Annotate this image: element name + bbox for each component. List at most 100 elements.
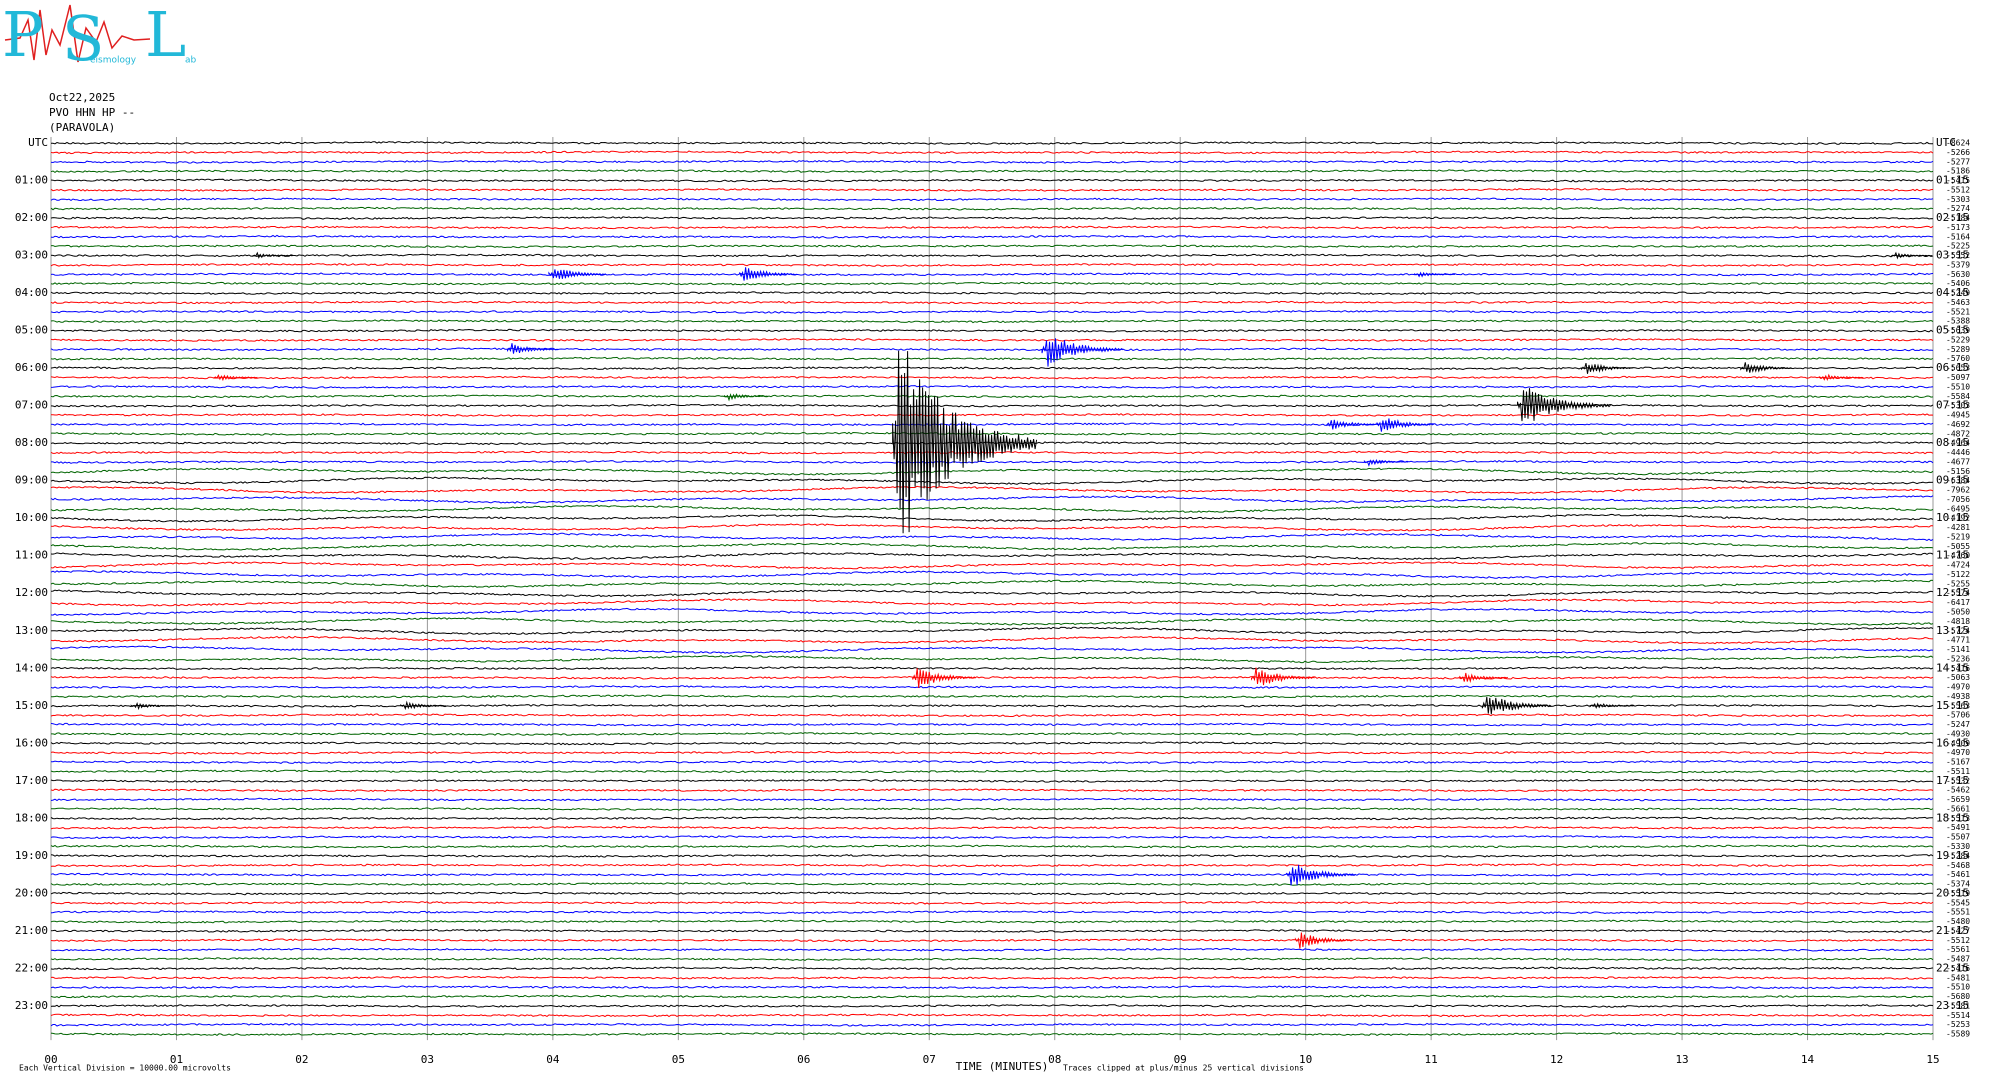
offset-label: -5388: [1946, 317, 1970, 326]
hour-label: 17:15: [1936, 774, 1969, 787]
trace: [51, 413, 1934, 417]
x-tick-label: 02: [295, 1053, 308, 1066]
trace: [50, 394, 1934, 399]
hour-label: 11:15: [1936, 549, 1969, 562]
offset-label: -6384: [1946, 476, 1970, 485]
offset-label: -5507: [1946, 833, 1970, 842]
offset-label: -4970: [1946, 683, 1970, 692]
offset-label: -5055: [1946, 542, 1970, 551]
site: (PARAVOLA): [49, 121, 115, 134]
event: [1481, 696, 1552, 715]
trace: [50, 253, 1934, 258]
hour-label: 16:15: [1936, 736, 1969, 749]
offset-label: -5164: [1946, 232, 1970, 241]
trace: [50, 722, 1934, 727]
offset-label: -5303: [1946, 195, 1970, 204]
trace: [50, 760, 1934, 765]
offset-label: -4677: [1946, 457, 1970, 466]
trace: [50, 900, 1934, 905]
trace: [50, 685, 1934, 689]
x-tick-label: 13: [1675, 1053, 1688, 1066]
hour-label: 04:00: [15, 286, 48, 299]
trace: [50, 1013, 1934, 1018]
trace: [50, 169, 1934, 174]
hour-label: 15:15: [1936, 699, 1969, 712]
hour-label: 20:15: [1936, 886, 1969, 899]
hour-label: 22:15: [1936, 961, 1969, 974]
offset-label: -5289: [1946, 345, 1970, 354]
hour-label: 14:15: [1936, 661, 1969, 674]
trace: [50, 938, 1934, 943]
trace: [50, 835, 1934, 840]
hour-label: 09:00: [15, 474, 48, 487]
trace: [50, 450, 1934, 455]
offset-label: -5510: [1946, 382, 1970, 391]
trace: [50, 310, 1934, 314]
trace: [50, 234, 1934, 239]
trace: [50, 523, 1934, 532]
trace: [50, 272, 1934, 277]
offset-label: -5510: [1946, 983, 1970, 992]
offset-label: -5480: [1946, 917, 1970, 926]
trace: [51, 732, 1934, 736]
trace: [50, 206, 1934, 211]
trace: [50, 797, 1934, 802]
hour-label: 06:00: [15, 361, 48, 374]
trace: [50, 225, 1934, 230]
offset-label: -5255: [1946, 579, 1970, 588]
offset-label: -8624: [1946, 139, 1970, 148]
event: [1286, 864, 1356, 886]
trace: [50, 422, 1934, 427]
trace: [50, 338, 1934, 342]
trace: [50, 825, 1934, 830]
offset-label: -6417: [1946, 598, 1970, 607]
trace: [50, 645, 1934, 654]
offset-label: -5184: [1946, 214, 1970, 223]
trace: [50, 985, 1934, 990]
trace: [50, 1022, 1934, 1027]
x-tick-label: 01: [170, 1053, 183, 1066]
offset-label: -5639: [1946, 326, 1970, 335]
trace: [50, 328, 1934, 333]
offset-label: -4970: [1946, 748, 1970, 757]
event: [1819, 373, 1864, 382]
offset-label: -4760: [1946, 551, 1970, 560]
offset-label: -4872: [1946, 429, 1970, 438]
x-tick-label: 03: [421, 1053, 434, 1066]
offset-label: -5521: [1946, 307, 1970, 316]
hour-label: 02:00: [15, 211, 48, 224]
event: [1041, 338, 1124, 367]
x-tick-label: 10: [1299, 1053, 1312, 1066]
hour-label: 22:00: [15, 961, 48, 974]
trace: [50, 713, 1934, 718]
x-tick-label: 07: [923, 1053, 936, 1066]
trace: [50, 319, 1934, 324]
logo-text: ab: [185, 56, 197, 66]
trace: [51, 459, 1934, 464]
trace: [50, 281, 1934, 286]
offset-label: -5574: [1946, 589, 1970, 598]
offset-label: -4930: [1946, 729, 1970, 738]
offset-label: -5225: [1946, 242, 1970, 251]
event: [506, 343, 559, 354]
trace: [50, 561, 1934, 570]
event: [130, 701, 175, 711]
trace: [50, 1032, 1934, 1037]
offset-label: -5581: [1946, 1001, 1970, 1010]
hour-label: 16:00: [15, 736, 48, 749]
offset-label: -6495: [1946, 504, 1970, 513]
trace: [50, 750, 1934, 755]
trace: [50, 882, 1934, 886]
trace: [50, 994, 1934, 999]
hour-label: 13:15: [1936, 624, 1969, 637]
offset-label: -5468: [1946, 861, 1970, 870]
trace: [50, 928, 1934, 933]
event: [1363, 458, 1408, 467]
offset-label: -5330: [1946, 842, 1970, 851]
offset-label: -5406: [1946, 279, 1970, 288]
hour-label: 12:00: [15, 586, 48, 599]
hour-label: 18:15: [1936, 811, 1969, 824]
clip-note: Traces clipped at plus/minus 25 vertical…: [1063, 1064, 1304, 1073]
logo-letter: S: [62, 2, 104, 75]
hour-label: UTC: [28, 136, 48, 149]
